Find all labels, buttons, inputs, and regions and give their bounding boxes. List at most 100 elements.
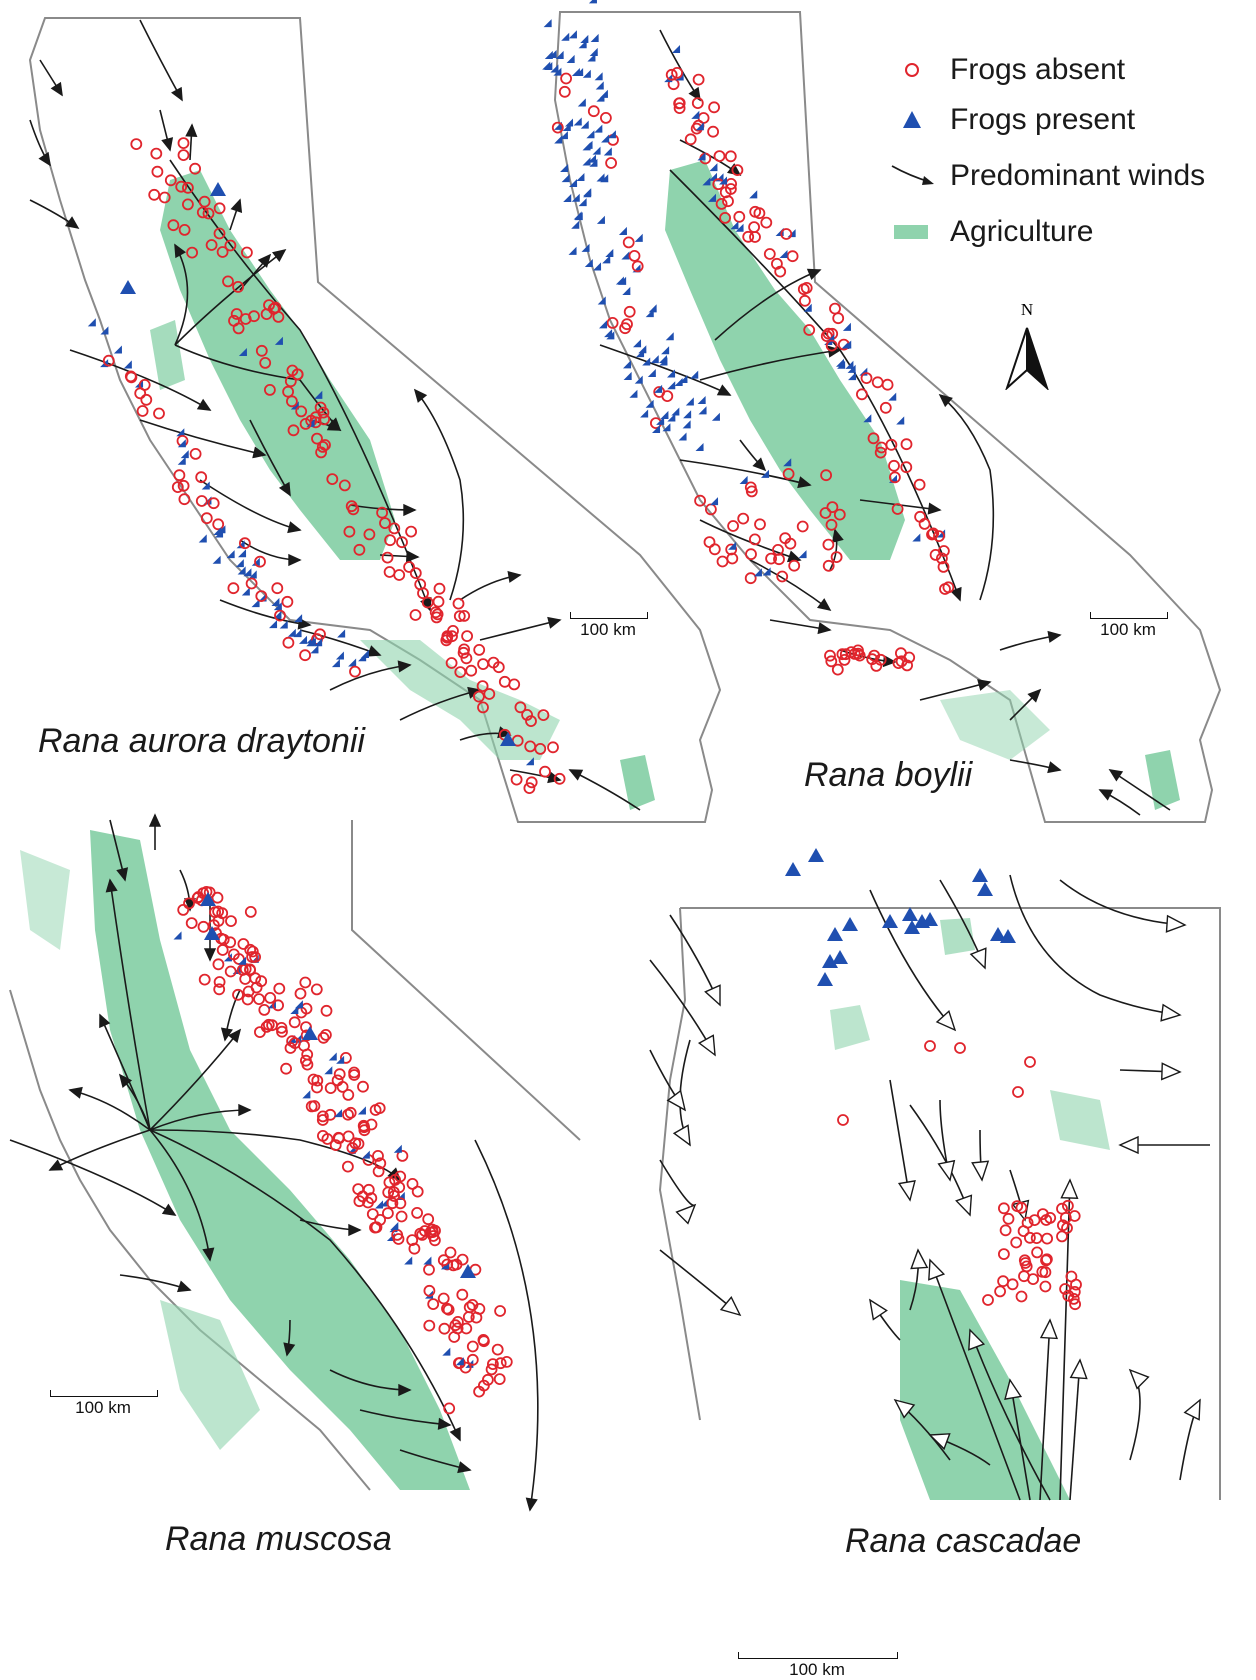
frog-present-site xyxy=(603,147,612,156)
frog-absent-site xyxy=(822,538,835,551)
wind-arrowhead xyxy=(704,984,721,1007)
frog-absent-site xyxy=(661,390,674,403)
frog-present-site xyxy=(845,360,854,369)
wind-arrow xyxy=(699,349,841,381)
wind-arrowhead xyxy=(272,248,287,262)
frog-absent-site xyxy=(852,644,864,657)
frog-absent-site xyxy=(248,310,260,323)
frog-absent-site xyxy=(553,772,566,785)
frog-present-site xyxy=(606,331,615,340)
frog-present-site xyxy=(235,559,244,568)
frog-absent-site xyxy=(362,1196,374,1209)
frog-absent-site xyxy=(239,313,252,325)
map-cascadae xyxy=(649,848,1221,1501)
wind-arrow xyxy=(659,29,701,101)
coastline xyxy=(9,989,371,1491)
wind-arrowhead xyxy=(1027,688,1042,703)
frog-present-site xyxy=(623,371,632,380)
frog-present-site xyxy=(348,658,357,667)
wind-arrow xyxy=(149,1029,241,1131)
wind-arrowhead xyxy=(99,1013,111,1029)
frog-absent-site xyxy=(477,658,490,670)
frog-absent-site xyxy=(286,1035,299,1048)
wind-arrowhead xyxy=(148,813,162,827)
frog-absent-site xyxy=(246,945,259,958)
frog-present-site xyxy=(324,1066,333,1075)
frog-present-site xyxy=(697,396,706,405)
frog-present-site xyxy=(719,176,728,185)
frog-absent-site xyxy=(369,1104,382,1116)
frog-absent-site xyxy=(765,552,778,565)
frog-absent-site xyxy=(348,1069,361,1081)
frog-absent-site xyxy=(1028,1214,1041,1227)
frog-absent-site xyxy=(684,133,697,146)
frog-absent-site xyxy=(331,1074,344,1087)
wind-arrowhead xyxy=(817,622,832,635)
frog-present-site xyxy=(863,414,872,423)
wind-arrowhead xyxy=(1098,789,1114,801)
frog-absent-site xyxy=(384,534,397,547)
frog-present-site xyxy=(710,497,719,506)
wind-arrowhead xyxy=(938,393,953,408)
map-panel-draytonii: Rana aurora draytonii 100 km xyxy=(0,0,760,830)
frog-present-site xyxy=(554,135,563,144)
frog-absent-site xyxy=(796,520,809,533)
agriculture-layer xyxy=(20,830,470,1490)
frog-absent-site xyxy=(244,963,256,976)
wind-arrowhead xyxy=(64,216,80,229)
frog-absent-site xyxy=(754,518,766,531)
frog-present-site xyxy=(113,345,122,354)
frog-absent-site xyxy=(258,1003,271,1016)
wind-arrowhead xyxy=(971,1160,990,1182)
frog-absent-site xyxy=(317,406,330,419)
frog-absent-site xyxy=(372,1149,384,1162)
frog-absent-site xyxy=(406,1234,419,1247)
frog-absent-site xyxy=(320,1004,333,1017)
frog-absent-site xyxy=(183,897,195,910)
frog-absent-site xyxy=(494,1305,507,1317)
frog-present-site xyxy=(582,142,591,151)
frog-present-site xyxy=(248,570,257,579)
frog-present-site xyxy=(238,348,247,357)
wind-arrowhead xyxy=(1108,769,1124,782)
frog-present-site xyxy=(739,475,748,484)
frog-absent-site xyxy=(271,582,284,595)
frog-present-site xyxy=(647,369,656,378)
wind-arrow xyxy=(869,889,956,1031)
frog-absent-site xyxy=(631,260,644,273)
frog-absent-site xyxy=(1024,1056,1036,1068)
frog-absent-site xyxy=(1056,1202,1068,1215)
frog-absent-site xyxy=(466,1340,479,1353)
frog-absent-site xyxy=(254,555,266,568)
frog-present-site xyxy=(210,182,226,196)
frog-present-site xyxy=(213,527,222,536)
frog-present-site xyxy=(571,68,580,77)
wind-arrowhead xyxy=(252,446,267,459)
frog-absent-site xyxy=(673,102,686,114)
wind-arrows xyxy=(649,874,1210,1501)
frog-present-site xyxy=(571,220,580,229)
survey-sites xyxy=(173,886,513,1415)
frog-present-site xyxy=(600,174,609,183)
frog-absent-site xyxy=(396,536,408,549)
frog-absent-site xyxy=(295,405,308,418)
frog-absent-site xyxy=(224,965,237,978)
frog-absent-site xyxy=(383,1176,396,1189)
frog-present-site xyxy=(279,620,288,629)
frog-present-site xyxy=(200,892,216,906)
frog-absent-site xyxy=(353,543,366,556)
frog-present-site xyxy=(605,248,614,257)
frog-absent-site xyxy=(760,216,773,229)
frog-absent-site xyxy=(914,510,927,523)
scale-bar-line xyxy=(738,1652,898,1659)
frog-present-site xyxy=(843,340,852,349)
frog-absent-site xyxy=(326,473,339,486)
frog-present-site xyxy=(832,950,848,964)
frog-absent-site xyxy=(250,981,263,994)
frog-present-site xyxy=(455,1357,464,1366)
frog-present-site xyxy=(674,378,683,387)
frog-absent-site xyxy=(1061,1222,1073,1234)
frog-absent-site xyxy=(727,520,740,532)
frog-absent-site xyxy=(725,543,738,556)
wind-arrowhead xyxy=(568,769,584,781)
